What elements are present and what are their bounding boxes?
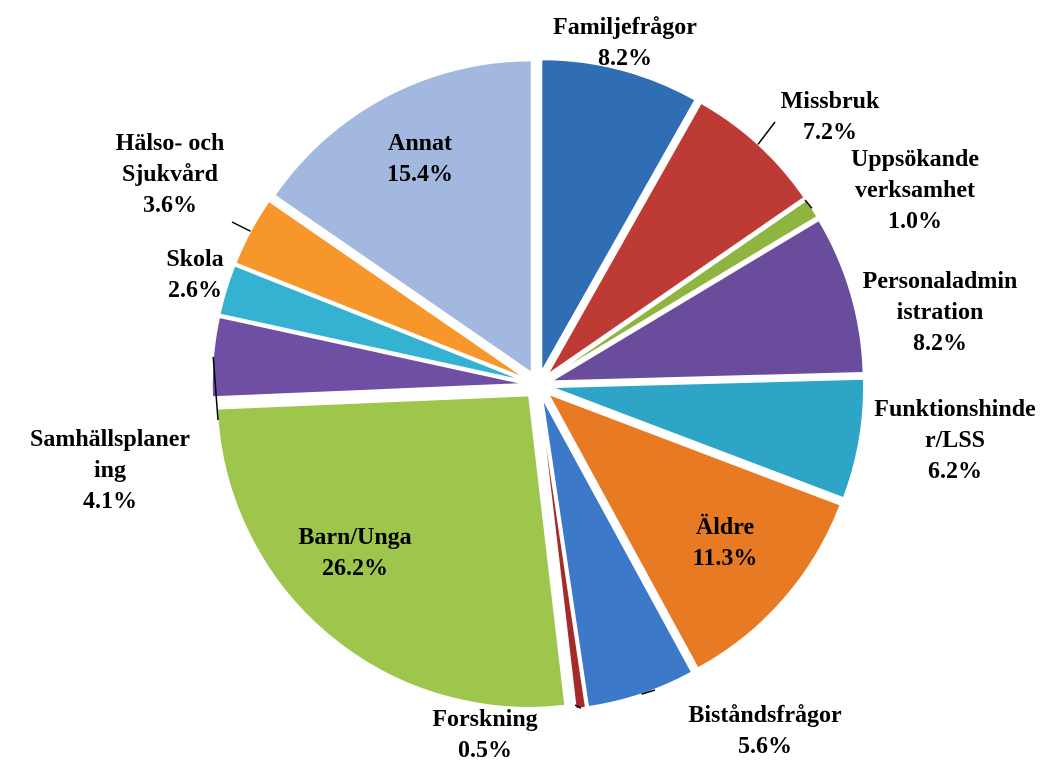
slice-label: Biståndsfrågor 5.6% bbox=[660, 700, 870, 762]
category-name: Skola bbox=[166, 246, 224, 272]
value-label: 26.2% bbox=[322, 555, 388, 581]
category-name: Personaladministration bbox=[862, 268, 1018, 325]
category-name: Samhällsplanering bbox=[29, 426, 191, 483]
value-label: 5.6% bbox=[738, 733, 792, 759]
value-label: 4.1% bbox=[83, 488, 137, 514]
value-label: 7.2% bbox=[803, 119, 857, 145]
pie-slice bbox=[546, 392, 842, 670]
category-name: Uppsökande verksamhet bbox=[850, 146, 980, 203]
category-name: Familjefrågor bbox=[553, 14, 697, 40]
value-label: 2.6% bbox=[168, 277, 222, 303]
leader-line bbox=[231, 221, 251, 232]
pie-slice bbox=[216, 394, 566, 709]
value-label: 15.4% bbox=[387, 161, 453, 187]
category-name: Funktionshinder/LSS bbox=[874, 396, 1036, 453]
value-label: 8.2% bbox=[913, 330, 967, 356]
leader-line bbox=[641, 689, 656, 695]
category-name: Hälso- och Sjukvård bbox=[115, 130, 225, 187]
category-name: Annat bbox=[387, 130, 453, 156]
slice-label: Forskning 0.5% bbox=[405, 704, 565, 766]
pie-slice bbox=[273, 59, 533, 375]
category-name: Äldre bbox=[695, 514, 755, 540]
pie-slice bbox=[548, 219, 865, 382]
value-label: 8.2% bbox=[598, 45, 652, 71]
value-label: 3.6% bbox=[143, 192, 197, 218]
slice-label: Samhällsplanering 4.1% bbox=[28, 424, 193, 517]
value-label: 6.2% bbox=[928, 458, 982, 484]
pie-slice bbox=[551, 378, 865, 499]
value-label: 11.3% bbox=[692, 545, 758, 571]
slice-label: Uppsökande verksamhet 1.0% bbox=[830, 144, 1000, 237]
category-name: Missbruk bbox=[780, 88, 880, 114]
leader-line bbox=[757, 121, 776, 145]
pie-slice bbox=[540, 58, 697, 375]
value-label: 1.0% bbox=[888, 208, 942, 234]
slice-label: Missbruk 7.2% bbox=[755, 86, 905, 148]
slice-label: Hälso- och Sjukvård 3.6% bbox=[90, 128, 250, 221]
slice-label: Skola 2.6% bbox=[135, 244, 255, 306]
category-name: Forskning bbox=[432, 706, 538, 732]
category-name: Biståndsfrågor bbox=[688, 702, 842, 728]
slice-label: Personaladministration 8.2% bbox=[860, 266, 1020, 359]
slice-label: Funktionshinder/LSS 6.2% bbox=[870, 394, 1040, 487]
leader-line bbox=[804, 199, 813, 209]
leader-line bbox=[212, 356, 219, 421]
pie-slice bbox=[218, 264, 525, 382]
pie-slice bbox=[234, 200, 527, 380]
leader-line bbox=[574, 704, 582, 709]
pie-slice bbox=[211, 316, 525, 398]
slice-label: Barn/Unga 26.2% bbox=[270, 522, 440, 584]
category-name: Barn/Unga bbox=[298, 524, 412, 550]
slice-label: Annat 15.4% bbox=[360, 128, 480, 190]
value-label: 0.5% bbox=[458, 737, 512, 763]
slice-label: Familjefrågor 8.2% bbox=[530, 12, 720, 74]
slice-label: Äldre 11.3% bbox=[665, 512, 785, 574]
pie-slice bbox=[549, 199, 819, 379]
